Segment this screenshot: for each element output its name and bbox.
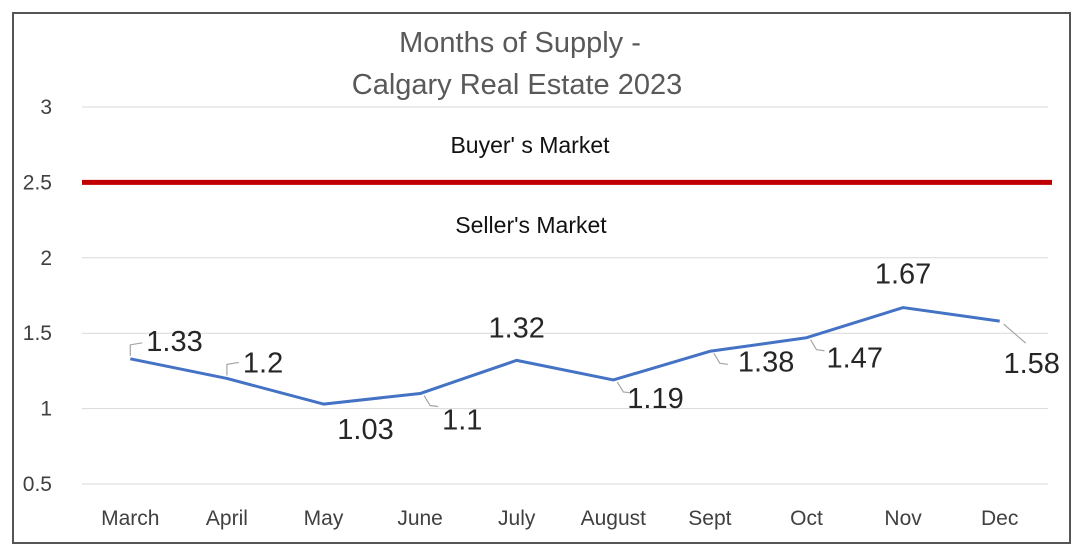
gridlines: [82, 106, 1048, 485]
data-label: 1.67: [875, 259, 931, 291]
y-axis-ticks: 0.5 1 1.5 2 2.5 3: [23, 96, 52, 496]
y-tick-label: 0.5: [23, 473, 52, 496]
data-label: 1.1: [442, 405, 482, 437]
x-tick-label: May: [304, 507, 344, 530]
chart-frame: [12, 12, 1071, 544]
data-labels: 1.33 1.2 1.03 1.1 1.32 1.19 1.38 1.47 1.67 1.58: [146, 259, 1060, 447]
data-label: 1.58: [1003, 348, 1059, 380]
data-label-leader: [809, 339, 825, 352]
data-label-leader: [129, 342, 143, 356]
data-label: 1.38: [738, 346, 794, 378]
x-tick-label: Nov: [884, 507, 922, 530]
x-tick-label: Dec: [981, 507, 1018, 530]
data-label-leader: [616, 381, 632, 394]
data-label: 1.32: [488, 312, 544, 344]
x-axis-ticks: March April May June July August Sept Oct Nov Dec: [101, 507, 1018, 530]
data-label-leader: [713, 352, 728, 365]
data-label: 1.19: [627, 383, 683, 415]
data-label-leader: [423, 395, 439, 408]
x-tick-label: June: [397, 507, 443, 530]
data-label: 1.47: [827, 343, 883, 375]
x-tick-label: July: [498, 507, 536, 530]
data-label: 1.2: [243, 347, 283, 379]
sellers-market-label: Seller's Market: [455, 212, 607, 238]
y-tick-label: 2.5: [23, 171, 52, 194]
x-tick-label: Sept: [688, 507, 731, 530]
x-tick-label: August: [581, 507, 647, 530]
x-tick-label: April: [206, 507, 248, 530]
data-label-leader: [1003, 323, 1027, 344]
data-label-leaders: [129, 323, 1027, 408]
data-label-leader: [226, 361, 239, 376]
chart-title-line-2: Calgary Real Estate 2023: [352, 69, 682, 101]
buyers-market-label: Buyer' s Market: [450, 132, 610, 158]
y-tick-label: 1: [40, 398, 52, 421]
data-label: 1.33: [146, 326, 202, 358]
x-tick-label: Oct: [790, 507, 823, 530]
data-label: 1.03: [337, 414, 393, 446]
y-tick-label: 2: [40, 247, 52, 270]
y-tick-label: 3: [40, 96, 52, 119]
chart-title-line-1: Months of Supply -: [399, 27, 641, 59]
x-tick-label: March: [101, 507, 159, 530]
y-tick-label: 1.5: [23, 322, 52, 345]
series-line: [130, 306, 1000, 406]
